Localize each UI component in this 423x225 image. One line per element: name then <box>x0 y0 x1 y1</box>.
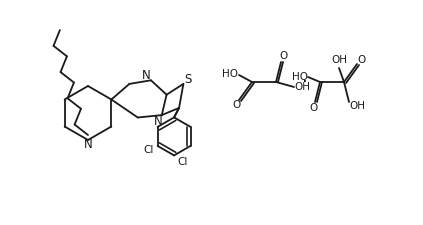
Text: Cl: Cl <box>143 145 154 155</box>
Text: N: N <box>154 115 162 128</box>
Text: HO: HO <box>292 72 308 82</box>
Text: OH: OH <box>331 55 347 65</box>
Text: O: O <box>232 100 240 110</box>
Text: Cl: Cl <box>177 158 187 167</box>
Text: ·: · <box>302 72 308 92</box>
Text: S: S <box>185 73 192 86</box>
Text: HO: HO <box>222 69 238 79</box>
Text: O: O <box>279 51 287 61</box>
Text: O: O <box>358 55 366 65</box>
Text: N: N <box>142 69 150 82</box>
Text: N: N <box>84 139 92 151</box>
Text: OH: OH <box>294 82 310 92</box>
Text: O: O <box>310 103 318 113</box>
Text: OH: OH <box>349 101 365 111</box>
